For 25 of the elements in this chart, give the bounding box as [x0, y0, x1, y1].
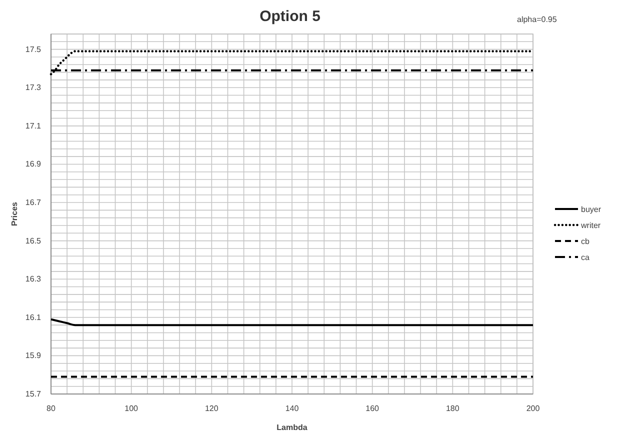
y-axis-title: Prices — [10, 201, 19, 226]
chart-title: Option 5 — [260, 8, 320, 25]
x-tick-label: 100 — [124, 404, 139, 413]
y-tick-label: 16.1 — [25, 312, 42, 322]
y-tick-label: 16.9 — [25, 160, 42, 169]
y-tick-label: 17.1 — [25, 121, 42, 130]
y-tick-label: 17.5 — [25, 44, 42, 54]
x-tick-label: 120 — [204, 404, 219, 413]
text: alpha=0.95 — [517, 15, 558, 24]
x-axis-title: Lambda — [276, 423, 308, 432]
y-tick-label: 15.7 — [25, 390, 42, 398]
legend-label: ca — [581, 252, 590, 262]
x-tick-label: 180 — [446, 404, 460, 413]
x-tick-label: 80 — [46, 404, 56, 413]
x-tick-label: 200 — [526, 404, 540, 413]
x-tick-label: 160 — [366, 404, 380, 413]
x-tick-label: 140 — [285, 404, 300, 413]
y-tick-label: 17.3 — [25, 83, 42, 92]
legend-label: cb — [581, 236, 590, 246]
y-tick-label: 16.3 — [25, 274, 42, 284]
y-tick-label: 16.7 — [25, 198, 42, 208]
y-tick-label: 16.5 — [25, 236, 42, 246]
legend-label: writer — [580, 220, 601, 230]
y-tick-label: 15.9 — [25, 351, 42, 360]
legend-label: buyer — [581, 204, 602, 214]
